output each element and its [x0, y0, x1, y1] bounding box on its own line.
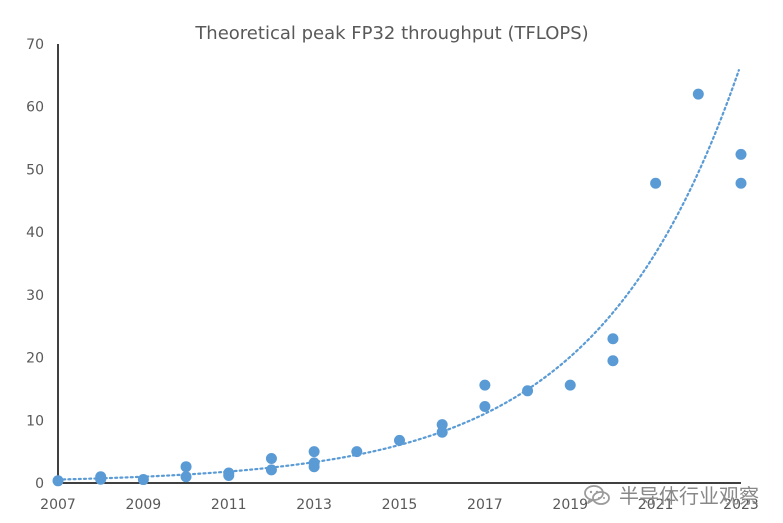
data-point: [394, 434, 405, 446]
data-point: [180, 471, 192, 483]
data-point: [735, 177, 747, 189]
x-tick-label: 2019: [552, 497, 588, 513]
y-tick-label: 30: [26, 288, 44, 304]
data-point: [650, 177, 662, 189]
x-tick-label: 2009: [126, 497, 162, 513]
data-point: [607, 333, 619, 345]
watermark-text: 半导体行业观察: [619, 484, 759, 508]
data-point: [479, 400, 491, 412]
data-point: [137, 474, 149, 486]
y-tick-label: 60: [26, 100, 44, 116]
data-point: [223, 467, 235, 479]
data-point: [95, 471, 107, 483]
data-point: [479, 379, 491, 391]
x-tick-label: 2015: [382, 497, 418, 513]
y-tick-label: 0: [35, 476, 44, 492]
data-point: [265, 453, 277, 465]
data-point: [52, 475, 64, 487]
x-tick-label: 2021: [638, 497, 674, 513]
data-point: [607, 355, 619, 367]
x-tick-label: 2011: [211, 497, 247, 513]
x-tick-label: 2007: [40, 497, 76, 513]
data-point: [692, 88, 704, 100]
data-point: [522, 385, 534, 397]
data-point: [436, 426, 448, 438]
data-point: [180, 461, 192, 473]
chart-title: Theoretical peak FP32 throughput (TFLOPS…: [194, 23, 588, 44]
y-tick-labels: 0 10 20 30 40 50 60 70: [26, 37, 44, 492]
data-point: [265, 464, 277, 476]
y-tick-label: 10: [26, 413, 44, 429]
data-point: [436, 419, 448, 431]
y-tick-label: 50: [26, 162, 44, 178]
data-point: [308, 457, 320, 469]
x-tick-label: 2017: [467, 497, 503, 513]
data-point: [735, 148, 747, 160]
y-tick-label: 70: [26, 37, 44, 53]
x-tick-label: 2023: [723, 497, 759, 513]
watermark: 半导体行业观察: [583, 480, 759, 509]
y-tick-label: 40: [26, 225, 44, 241]
wechat-icon: [584, 484, 610, 505]
x-tick-labels: 2007 2009 2011 2013 2015 2017 2019 2021 2023: [40, 497, 759, 513]
x-tick-label: 2013: [296, 497, 332, 513]
data-point: [351, 446, 363, 458]
data-point: [308, 446, 320, 458]
trendline: [56, 69, 740, 481]
y-tick-label: 20: [26, 351, 44, 367]
data-points: [52, 88, 747, 487]
data-point: [564, 379, 576, 391]
